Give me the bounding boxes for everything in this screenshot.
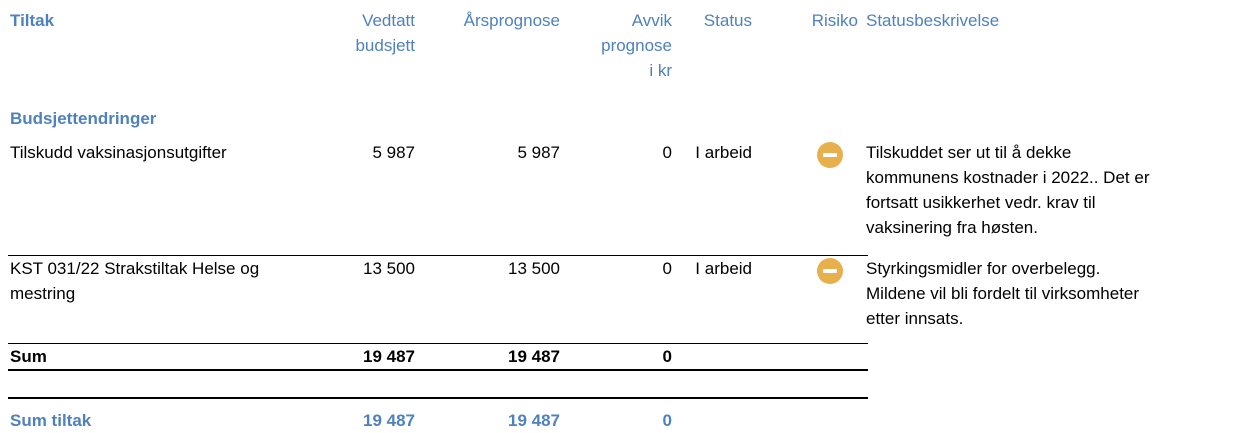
column-header: Tiltak (10, 11, 55, 30)
table-cell: 5 987 (372, 143, 415, 162)
column-header: Status (703, 11, 752, 30)
total-cell: 19 487 (363, 411, 415, 430)
column-header: Avvik prognose i kr (601, 11, 672, 80)
status-description: fortsatt usikkerhet vedr. krav til (866, 193, 1096, 212)
status-description: kommunens kostnader i 2022.. Det er (866, 168, 1150, 187)
row-divider (8, 255, 868, 256)
table-cell: KST 031/22 Strakstiltak Helse og mestrin… (10, 259, 260, 303)
column-header: Risiko (811, 11, 858, 30)
sum-cell: Sum (10, 347, 47, 366)
risk-icon (817, 258, 843, 284)
status-description: etter innsats. (866, 309, 964, 328)
column-header: Vedtatt budsjett (355, 11, 415, 55)
sum-cell: 19 487 (508, 347, 560, 366)
row-divider (8, 397, 868, 399)
table-cell: 0 (662, 259, 672, 278)
status-description: Mildene vil bli fordelt til virksomheter (866, 284, 1140, 303)
status-description: vaksinering fra høsten. (866, 218, 1038, 237)
table-cell: 13 500 (508, 259, 560, 278)
total-cell: 0 (662, 411, 672, 430)
table-cell: 5 987 (517, 143, 560, 162)
table-cell: I arbeid (695, 143, 752, 162)
table-cell: 13 500 (363, 259, 415, 278)
table-cell: 0 (662, 143, 672, 162)
total-cell: 19 487 (508, 411, 560, 430)
row-divider (8, 369, 868, 371)
column-header: Årsprognose (463, 11, 560, 30)
risk-icon (817, 142, 843, 168)
status-description: Styrkingsmidler for overbelegg. (866, 259, 1101, 278)
column-header: Statusbeskrivelse (866, 11, 1000, 30)
sum-cell: 19 487 (363, 347, 415, 366)
section-title: Budsjettendringer (10, 109, 157, 128)
table-cell: Tilskudd vaksinasjonsutgifter (10, 143, 227, 162)
total-cell: Sum tiltak (10, 411, 92, 430)
row-divider (8, 343, 868, 344)
sum-cell: 0 (662, 347, 672, 366)
table-cell: I arbeid (695, 259, 752, 278)
status-description: Tilskuddet ser ut til å dekke (866, 143, 1072, 162)
